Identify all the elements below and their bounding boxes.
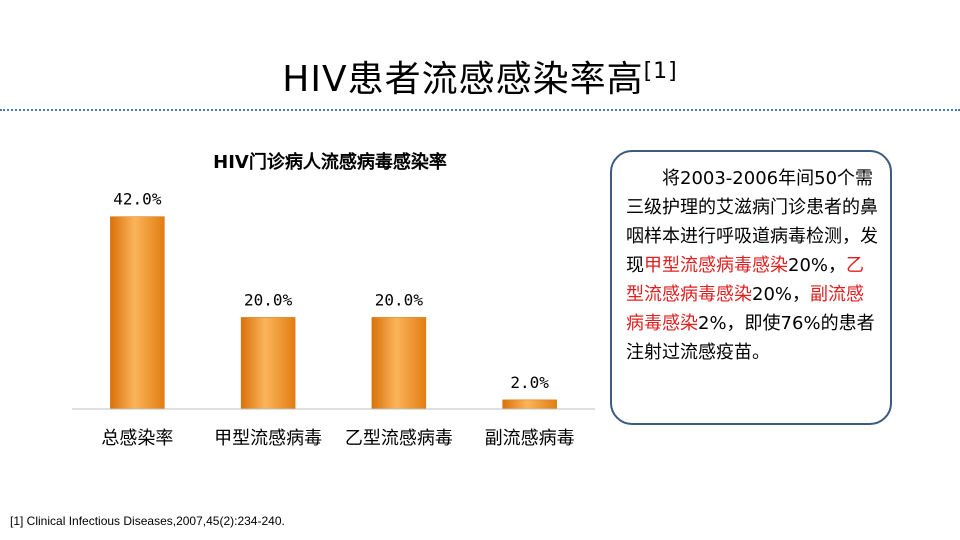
chart-title: HIV门诊病人流感病毒感染率 (213, 152, 447, 173)
category-label-1: 甲型流感病毒 (214, 428, 322, 449)
bar-2 (371, 317, 427, 410)
slide-title-text: HIV患者流感感染率高 (282, 59, 644, 100)
data-label-2: 20.0% (375, 290, 424, 309)
data-label-3: 2.0% (510, 373, 549, 392)
bar-chart: 42.0% 总感染率 20.0% 甲型流感病毒 20.0% 乙型流感病毒 2.0% 副流感病毒 (72, 190, 595, 449)
bar-0 (110, 216, 165, 410)
callout-text-4: 2%，即使76%的患者注射过流感疫苗。 (626, 313, 875, 363)
bar-1 (240, 317, 296, 410)
title-divider (0, 109, 960, 111)
data-label-1: 20.0% (244, 290, 293, 309)
callout-text-2: 20%， (788, 255, 847, 276)
category-label-3: 副流感病毒 (485, 428, 575, 449)
title-reference: [1] (643, 59, 678, 84)
data-label-0: 42.0% (113, 190, 162, 209)
callout-highlight-parainfluenza: 副流感病毒感染 (626, 284, 865, 334)
slide-title: HIV患者流感感染率高[1] (0, 50, 960, 102)
category-label-2: 乙型流感病毒 (345, 428, 453, 449)
category-label-0: 总感染率 (101, 428, 173, 449)
callout-highlight-influenza-b: 乙型流感病毒感染 (626, 255, 865, 305)
callout-highlight-influenza-a: 甲型流感病毒感染 (644, 255, 788, 276)
summary-callout: 将2003-2006年间50个需三级护理的艾滋病门诊患者的鼻咽样本进行呼吸道病毒… (610, 150, 892, 425)
reference-footnote: [1] Clinical Infectious Diseases,2007,45… (10, 514, 285, 528)
bar-3 (502, 399, 557, 410)
callout-text-1: 将2003-2006年间50个需三级护理的艾滋病门诊患者的鼻咽样本进行呼吸道病毒… (626, 168, 878, 276)
callout-text-3: 20%， (752, 284, 811, 305)
